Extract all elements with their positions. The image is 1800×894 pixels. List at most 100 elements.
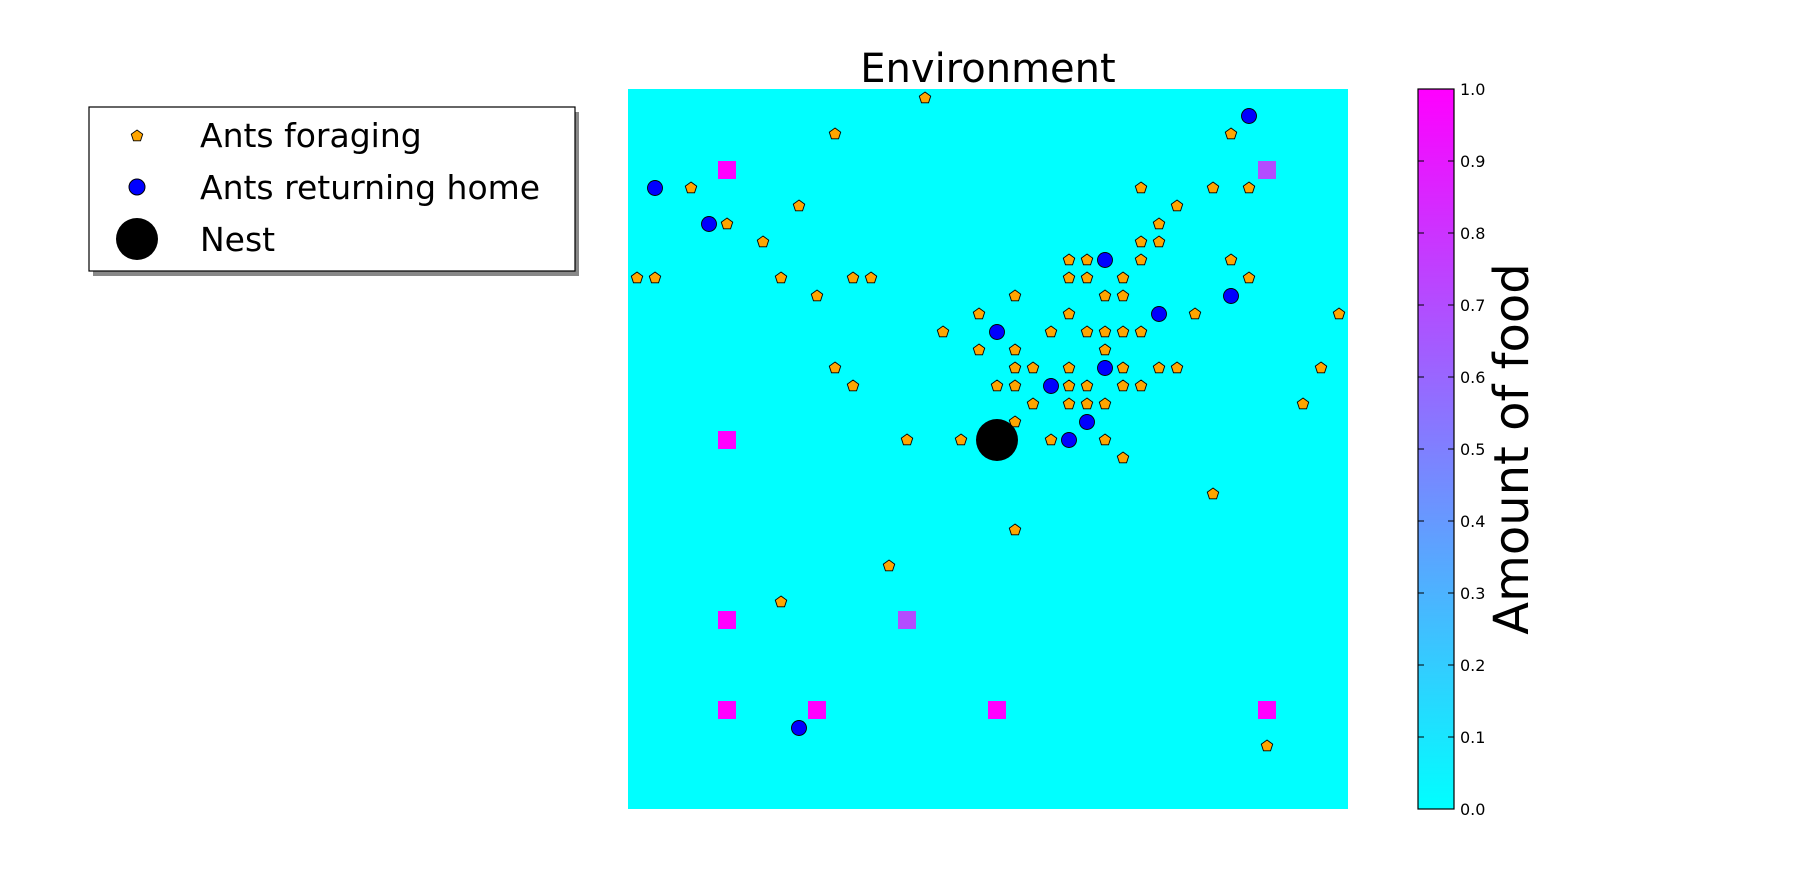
foraging-ant-point [1242,181,1256,194]
foraging-ant-point [1080,271,1094,284]
foraging-ant-point [864,271,878,284]
legend-label-returning: Ants returning home [200,168,540,207]
foraging-ant-point [1008,379,1022,392]
plot-area [628,89,1348,809]
colorbar-label: Amount of food [1484,263,1540,635]
foraging-ant-point [1008,361,1022,374]
nest-point [976,419,1018,461]
colorbar-tick-label: 0.9 [1460,152,1485,171]
foraging-ant-point [846,271,860,284]
colorbar-tick-label: 0.8 [1460,224,1485,243]
colorbar-tick-label: 0.5 [1460,440,1485,459]
foraging-ant-point [1098,397,1112,410]
foraging-ant-point [918,91,932,104]
foraging-ant-point [774,271,788,284]
legend-foraging-pentagon [130,129,144,142]
foraging-ant-point [1062,307,1076,320]
returning-ant-point [1079,414,1095,430]
foraging-ant-point [990,379,1004,392]
colorbar-tick-label: 0.6 [1460,368,1485,387]
foraging-ant-point [774,595,788,608]
colorbar-tick-label: 0.3 [1460,584,1485,603]
foraging-ant-point [900,433,914,446]
foraging-ant-point [1296,397,1310,410]
foraging-ant-point [828,361,842,374]
returning-ant-point [1097,360,1113,376]
foraging-ant-point [1080,325,1094,338]
foraging-ant-point [1098,433,1112,446]
food-cell [1258,701,1276,719]
legend-label-foraging: Ants foraging [200,116,422,155]
foraging-ant-point [846,379,860,392]
foraging-ant-point [1062,379,1076,392]
foraging-ant-point [1134,181,1148,194]
returning-ant-point [791,720,807,736]
foraging-ant-point [1116,325,1130,338]
foraging-ant-point [972,307,986,320]
foraging-ant-point [720,217,734,230]
colorbar: 0.0 0.1 0.2 0.3 0.4 0.5 0.6 0.7 0.8 0.9 1.0 Amount… [1417,80,1540,819]
returning-ant-point [1241,108,1257,124]
foraging-ant-point [1224,127,1238,140]
foraging-ant-point [1260,739,1274,752]
foraging-ant-point [1134,253,1148,266]
foraging-ant-point [1080,253,1094,266]
foraging-ant-point [756,235,770,248]
foraging-ant-point [792,199,806,212]
foraging-ants-layer [630,91,1346,752]
foraging-ant-point [972,343,986,356]
foraging-ant-point [882,559,896,572]
foraging-ant-point [1098,325,1112,338]
returning-ant-point [1223,288,1239,304]
colorbar-ticks: 0.0 0.1 0.2 0.3 0.4 0.5 0.6 0.7 0.8 0.9 1.0 [1418,80,1485,819]
foraging-ant-point [1170,361,1184,374]
food-cell [718,431,736,449]
legend-label-nest: Nest [200,220,275,259]
foraging-ant-point [1062,271,1076,284]
foraging-ant-point [1206,487,1220,500]
colorbar-tick-label: 0.4 [1460,512,1485,531]
foraging-ant-point [1224,253,1238,266]
legend: Ants foraging Ants returning home Nest [88,106,579,276]
foraging-ant-point [1062,253,1076,266]
foraging-ant-point [1008,415,1022,428]
foraging-ant-point [954,433,968,446]
foraging-ant-point [1314,361,1328,374]
colorbar-tick-label: 1.0 [1460,80,1485,99]
foraging-ant-point [1134,235,1148,248]
foraging-ant-point [936,325,950,338]
foraging-ant-point [1080,379,1094,392]
food-layer [718,161,1276,719]
food-cell [718,161,736,179]
legend-foraging-marker [130,129,144,142]
foraging-ant-point [684,181,698,194]
foraging-ant-point [1206,181,1220,194]
food-cell [718,701,736,719]
colorbar-tick-label: 0.2 [1460,656,1485,675]
chart-title: Environment [860,46,1115,92]
food-cell [808,701,826,719]
returning-ant-point [1043,378,1059,394]
foraging-ant-point [1116,289,1130,302]
foraging-ant-point [1008,343,1022,356]
colorbar-tick-label: 0.7 [1460,296,1485,315]
foraging-ant-point [1242,271,1256,284]
food-cell [898,611,916,629]
foraging-ant-point [1062,361,1076,374]
foraging-ant-point [1008,523,1022,536]
returning-ant-point [1061,432,1077,448]
foraging-ant-point [1116,271,1130,284]
foraging-ant-point [1152,235,1166,248]
nest-layer [976,419,1018,461]
foraging-ant-point [1098,289,1112,302]
foraging-ant-point [630,271,644,284]
foraging-ant-point [1188,307,1202,320]
foraging-ant-point [1152,217,1166,230]
returning-ants-layer [647,108,1257,736]
foraging-ant-point [1098,343,1112,356]
foraging-ant-point [1152,361,1166,374]
foraging-ant-point [1116,451,1130,464]
colorbar-tick-label: 0.0 [1460,800,1485,819]
foraging-ant-point [1332,307,1346,320]
legend-returning-marker [128,178,146,196]
